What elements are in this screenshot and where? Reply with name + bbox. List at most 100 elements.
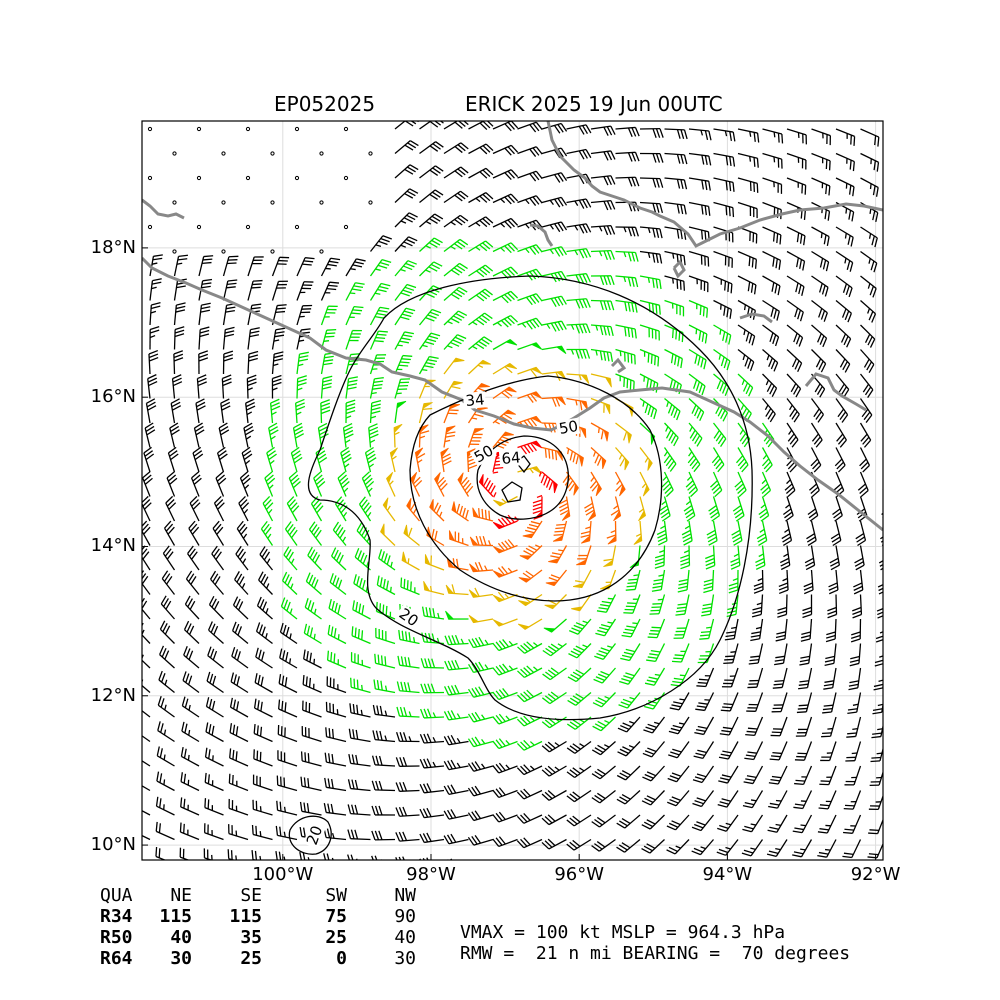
wind-barb <box>835 250 854 272</box>
wind-barb <box>228 773 249 792</box>
wind-barb <box>616 814 641 829</box>
wind-barb <box>731 520 743 546</box>
wind-barb <box>737 348 755 372</box>
wind-barb <box>687 447 701 473</box>
wind-barb <box>300 776 322 792</box>
wind-barb <box>358 496 372 522</box>
calm-wind-circle <box>221 200 226 205</box>
wind-barb <box>492 618 518 627</box>
wind-barb <box>288 471 301 497</box>
wind-barb <box>688 201 711 216</box>
wind-barb <box>181 721 200 743</box>
wind-barb <box>713 201 735 218</box>
wind-barb <box>352 600 371 620</box>
wind-barb <box>860 152 880 172</box>
wind-barb <box>517 440 543 455</box>
wind-barb <box>800 618 813 642</box>
wind-barb <box>811 226 830 247</box>
calm-wind-circle <box>319 151 324 156</box>
wind-barb <box>885 350 898 373</box>
wind-barb <box>188 520 200 546</box>
wind-barb <box>492 169 519 181</box>
wind-barb <box>468 240 494 253</box>
wind-barb <box>786 324 804 347</box>
wind-barb <box>541 691 567 705</box>
wind-barb <box>713 373 730 396</box>
wind-barb <box>221 374 232 399</box>
wind-barb <box>326 650 347 669</box>
wind-barb <box>566 446 584 467</box>
calm-wind-circle <box>270 200 275 205</box>
wind-barb <box>251 824 273 841</box>
wind-barb <box>259 546 274 571</box>
wind-barb <box>859 398 873 423</box>
wind-barb <box>541 396 566 407</box>
wind-barb <box>286 496 300 522</box>
wind-barb <box>271 327 286 350</box>
wind-barb <box>792 864 812 881</box>
wind-barb <box>195 398 206 424</box>
wind-barb <box>734 471 747 498</box>
wind-barb <box>811 152 831 171</box>
wind-barb <box>142 520 151 546</box>
wind-barb <box>190 471 202 497</box>
wind-barb <box>323 853 334 860</box>
wind-barb <box>271 280 288 301</box>
wind-barb <box>156 771 175 792</box>
wind-barb <box>401 551 420 571</box>
wind-barb <box>468 143 494 155</box>
wind-barb <box>276 775 298 792</box>
wind-barb <box>158 670 175 694</box>
wind-barb <box>639 397 658 420</box>
wind-barb <box>860 226 878 248</box>
wind-barb <box>443 425 456 448</box>
wind-barb <box>163 520 176 546</box>
wind-barb <box>364 446 377 473</box>
wind-barb <box>664 177 688 190</box>
calm-wind-circle <box>172 249 177 254</box>
wind-barb <box>545 569 568 587</box>
wind-barb <box>616 765 641 781</box>
wind-barb <box>394 121 419 130</box>
table-cell: 25 <box>325 927 347 948</box>
wind-barb <box>566 323 591 334</box>
wind-barb <box>320 281 340 301</box>
wind-barb <box>196 374 207 399</box>
wind-barb <box>170 398 182 424</box>
wind-barb <box>371 805 396 816</box>
wind-barb <box>159 620 175 644</box>
wind-barb <box>374 653 396 669</box>
wind-barb <box>818 790 837 810</box>
wind-barb <box>157 721 175 743</box>
wind-barb <box>299 801 322 816</box>
wind-barb <box>369 306 390 326</box>
wind-barb <box>492 688 518 701</box>
wind-barb <box>522 520 543 539</box>
wind-barb <box>639 299 661 315</box>
wind-barb <box>231 647 249 669</box>
wind-barb <box>396 706 420 718</box>
wind-barb <box>688 250 710 267</box>
wind-barb <box>467 785 494 797</box>
wind-barb <box>786 177 807 195</box>
wind-barb <box>173 302 186 326</box>
wind-barb <box>615 126 640 137</box>
wind-barb <box>688 152 712 166</box>
wind-barb <box>492 339 518 351</box>
wind-barb <box>758 496 770 522</box>
wind-barb <box>811 275 829 297</box>
wind-barb <box>492 386 517 400</box>
wind-barb <box>590 324 614 337</box>
wind-barb <box>664 348 683 369</box>
wind-barb <box>419 733 445 744</box>
wind-barb <box>542 642 567 657</box>
wind-barb <box>492 362 518 375</box>
wind-barb <box>256 596 273 620</box>
wind-barb <box>688 373 706 396</box>
wind-barb <box>167 446 179 473</box>
wind-barb <box>211 545 225 571</box>
wind-barb <box>252 774 273 792</box>
wind-barb <box>639 250 663 264</box>
wind-barb <box>329 573 347 596</box>
wind-barb <box>852 594 863 619</box>
